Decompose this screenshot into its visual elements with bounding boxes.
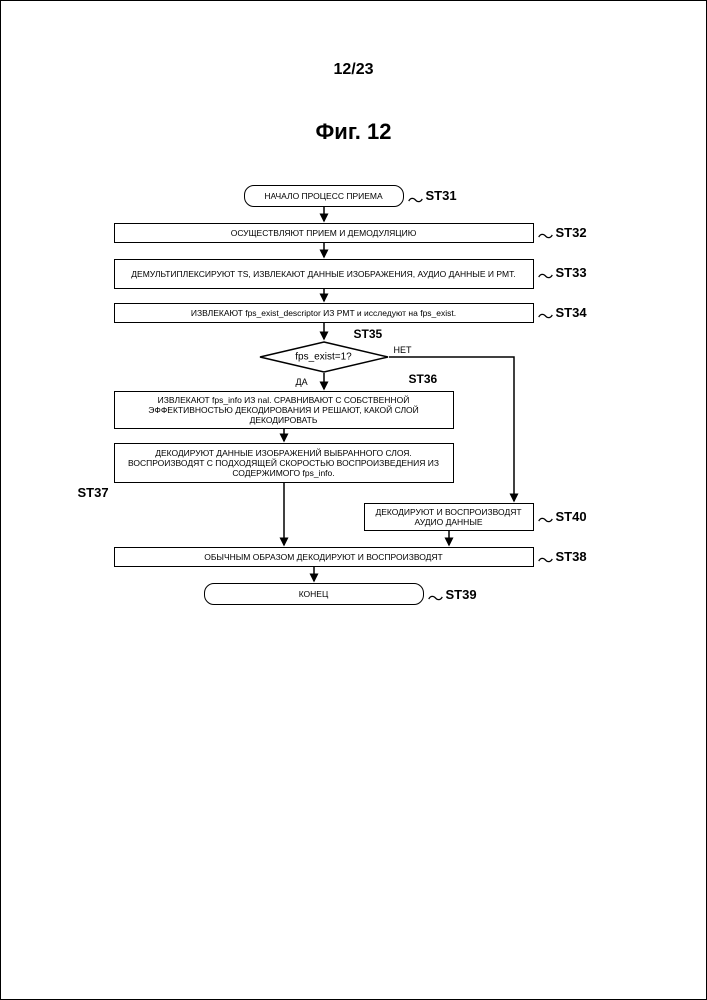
end-label: КОНЕЦ — [299, 589, 329, 599]
step-tag-st35: ST35 — [354, 327, 383, 341]
step-tag-st39: ST39 — [446, 587, 477, 602]
page-number: 12/23 — [1, 61, 706, 79]
curly-icon: 〜 — [428, 585, 444, 609]
st37-label: ДЕКОДИРУЮТ ДАННЫЕ ИЗОБРАЖЕНИЙ ВЫБРАННОГО… — [119, 448, 449, 479]
process-box-st40: ДЕКОДИРУЮТ И ВОСПРОИЗВОДЯТ АУДИО ДАННЫЕ — [364, 503, 534, 531]
curly-icon: 〜 — [538, 223, 554, 247]
yes-label: ДА — [296, 377, 308, 387]
step-tag-st34: ST34 — [556, 305, 587, 320]
curly-icon: 〜 — [538, 263, 554, 287]
st35-label: fps_exist=1? — [295, 352, 351, 363]
start-box: НАЧАЛО ПРОЦЕСС ПРИЕМА — [244, 185, 404, 207]
process-box-st38: ОБЫЧНЫМ ОБРАЗОМ ДЕКОДИРУЮТ И ВОСПРОИЗВОД… — [114, 547, 534, 567]
page: 12/23 Фиг. 12 НАЧАЛО ПРОЦЕСС ПРИЕМА 〜 ST… — [0, 0, 707, 1000]
step-tag-st37: ST37 — [78, 485, 109, 500]
decision-box-st35: fps_exist=1? — [259, 341, 389, 373]
step-tag-st38: ST38 — [556, 549, 587, 564]
start-label: НАЧАЛО ПРОЦЕСС ПРИЕМА — [264, 191, 382, 201]
curly-icon: 〜 — [408, 187, 424, 211]
end-box: КОНЕЦ — [204, 583, 424, 605]
no-label: НЕТ — [394, 345, 412, 355]
step-tag-st36: ST36 — [409, 372, 438, 386]
st36-label: ИЗВЛЕКАЮТ fps_info ИЗ nal. СРАВНИВАЮТ С … — [119, 395, 449, 426]
st34-label: ИЗВЛЕКАЮТ fps_exist_descriptor ИЗ PMT и … — [191, 308, 456, 318]
curly-icon: 〜 — [538, 507, 554, 531]
step-tag-st31: ST31 — [426, 188, 457, 203]
step-tag-st32: ST32 — [556, 225, 587, 240]
process-box-st37: ДЕКОДИРУЮТ ДАННЫЕ ИЗОБРАЖЕНИЙ ВЫБРАННОГО… — [114, 443, 454, 483]
curly-icon: 〜 — [538, 547, 554, 571]
step-tag-st33: ST33 — [556, 265, 587, 280]
curly-icon: 〜 — [538, 303, 554, 327]
process-box-st33: ДЕМУЛЬТИПЛЕКСИРУЮТ TS, ИЗВЛЕКАЮТ ДАННЫЕ … — [114, 259, 534, 289]
process-box-st36: ИЗВЛЕКАЮТ fps_info ИЗ nal. СРАВНИВАЮТ С … — [114, 391, 454, 429]
st33-label: ДЕМУЛЬТИПЛЕКСИРУЮТ TS, ИЗВЛЕКАЮТ ДАННЫЕ … — [131, 269, 515, 279]
st38-label: ОБЫЧНЫМ ОБРАЗОМ ДЕКОДИРУЮТ И ВОСПРОИЗВОД… — [204, 552, 443, 562]
st32-label: ОСУЩЕСТВЛЯЮТ ПРИЕМ И ДЕМОДУЛЯЦИЮ — [231, 228, 417, 238]
figure-title: Фиг. 12 — [1, 119, 706, 145]
process-box-st34: ИЗВЛЕКАЮТ fps_exist_descriptor ИЗ PMT и … — [114, 303, 534, 323]
step-tag-st40: ST40 — [556, 509, 587, 524]
flowchart: НАЧАЛО ПРОЦЕСС ПРИЕМА 〜 ST31 ОСУЩЕСТВЛЯЮ… — [74, 185, 634, 705]
process-box-st32: ОСУЩЕСТВЛЯЮТ ПРИЕМ И ДЕМОДУЛЯЦИЮ — [114, 223, 534, 243]
st40-label: ДЕКОДИРУЮТ И ВОСПРОИЗВОДЯТ АУДИО ДАННЫЕ — [369, 507, 529, 527]
